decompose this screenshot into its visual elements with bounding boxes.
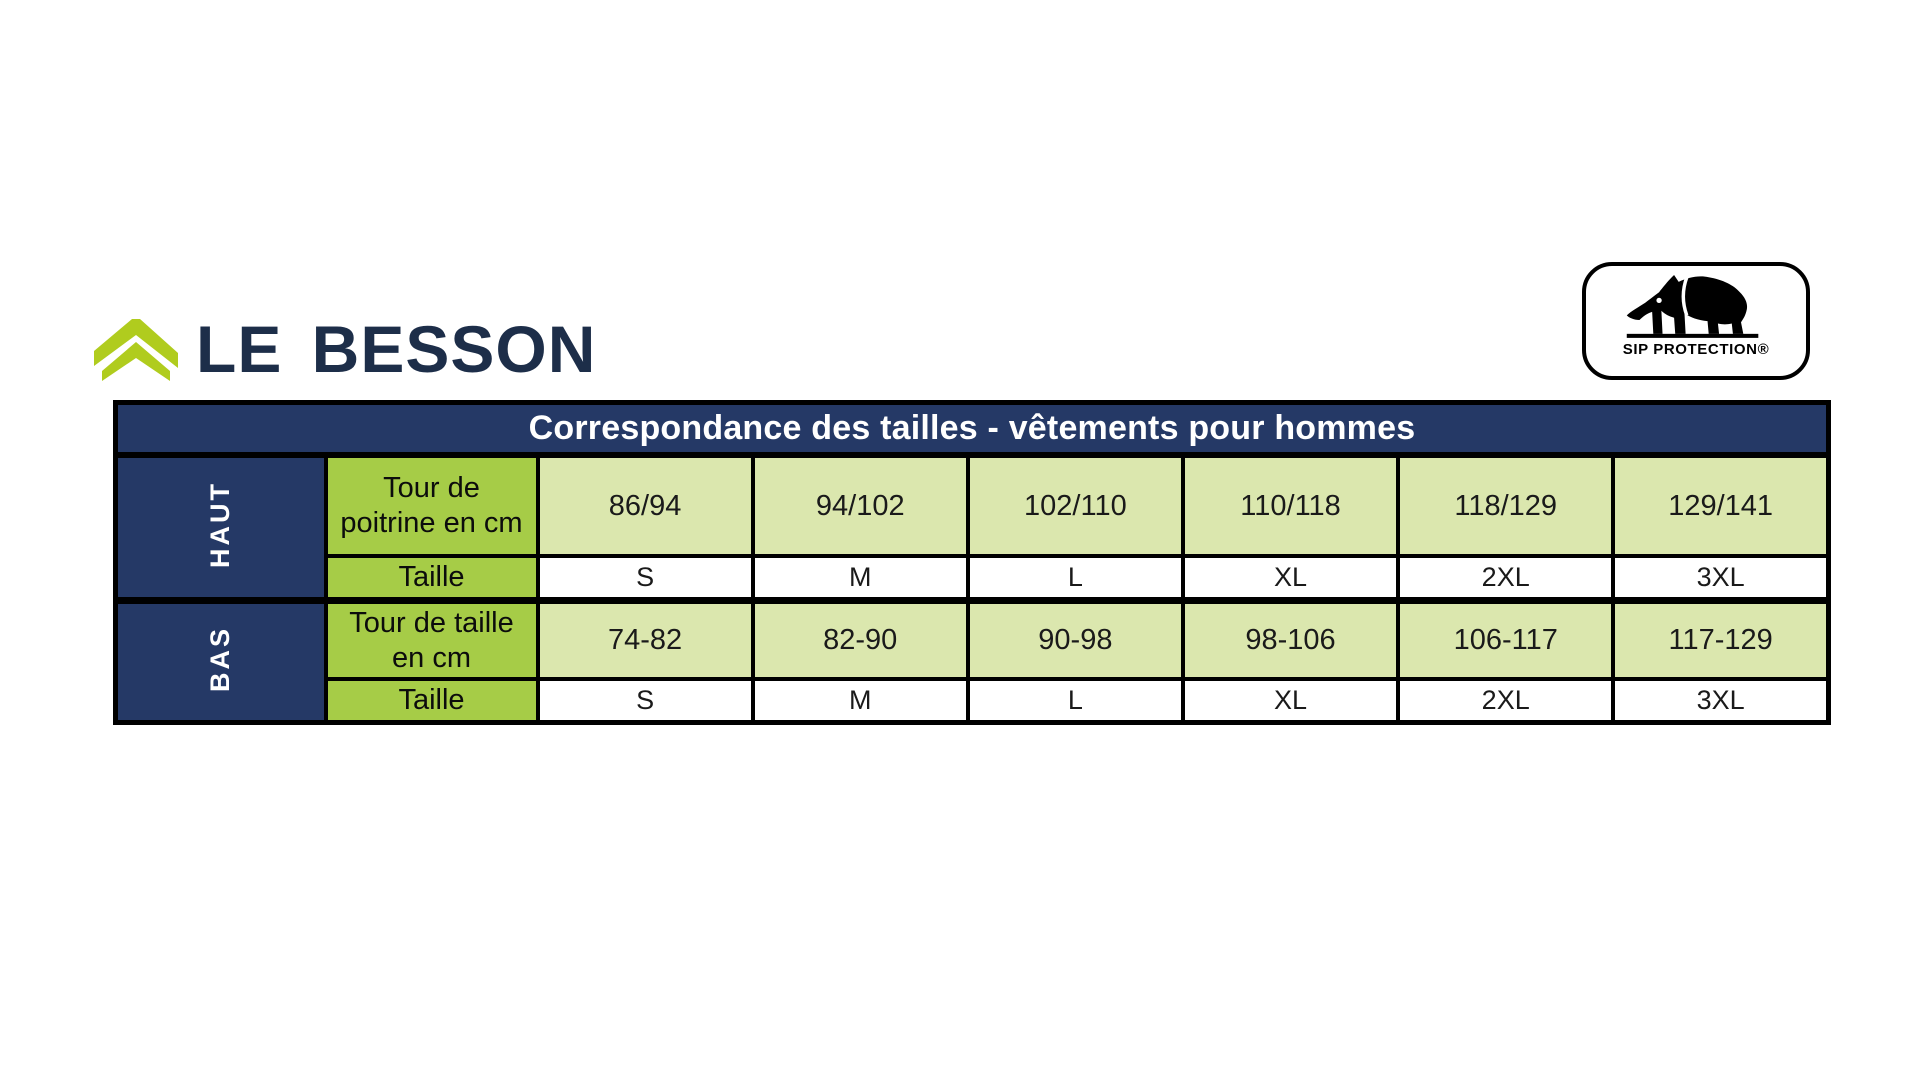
sip-protection-label: SIP PROTECTION® [1622, 341, 1770, 358]
haut-size-value: 3XL [1611, 553, 1831, 603]
haut-measure-value: 86/94 [535, 453, 755, 558]
section-header-haut: HAUT [113, 452, 328, 603]
sip-protection-logo: SIP PROTECTION® [1582, 262, 1810, 380]
haut-size-value: L [965, 553, 1185, 603]
haut-size-value: 2XL [1396, 553, 1616, 603]
bas-size-value: 3XL [1611, 677, 1831, 725]
haut-size-value: XL [1180, 553, 1401, 603]
bas-measure-value: 82-90 [750, 596, 970, 682]
bas-measure-value: 106-117 [1396, 596, 1616, 682]
rhino-icon [1626, 275, 1759, 338]
bas-size-value: M [750, 677, 970, 725]
bas-size-value: S [535, 677, 755, 725]
brand-chevrons-icon [94, 319, 178, 381]
haut-size-value: M [750, 553, 970, 603]
haut-measure-value: 102/110 [965, 453, 1185, 558]
brand-wordmark: LE BESSON [196, 312, 597, 386]
brand-logo: LE BESSON [88, 312, 597, 386]
haut-measure-value: 94/102 [750, 453, 970, 558]
bas-size-value: XL [1180, 677, 1401, 725]
haut-measure-row: HAUT Tour de poitrine en cm 86/94 94/102… [113, 452, 1831, 603]
table-title: Correspondance des tailles - vêtements p… [113, 400, 1831, 458]
bas-measure-value: 74-82 [535, 596, 755, 682]
bas-size-value: L [965, 677, 1185, 725]
haut-measure-value: 118/129 [1396, 453, 1616, 558]
section-header-bas: BAS [113, 596, 328, 725]
haut-size-row: Taille S M L XL 2XL 3XL [116, 553, 1831, 603]
bas-measure-label: Tour de taille en cm [323, 596, 540, 682]
bas-size-row: Taille S M L XL 2XL 3XL [116, 677, 1831, 725]
size-table: Correspondance des tailles - vêtements p… [113, 400, 1831, 726]
bas-measure-value: 117-129 [1611, 596, 1831, 682]
bas-size-value: 2XL [1396, 677, 1616, 725]
bas-measure-value: 98-106 [1180, 596, 1401, 682]
bas-label: BAS [205, 626, 236, 693]
haut-measure-value: 129/141 [1611, 453, 1831, 558]
haut-size-label: Taille [323, 553, 540, 603]
haut-measure-label: Tour de poitrine en cm [323, 453, 540, 558]
haut-measure-value: 110/118 [1180, 453, 1401, 558]
haut-size-value: S [535, 553, 755, 603]
haut-label: HAUT [205, 481, 236, 569]
bas-measure-row: BAS Tour de taille en cm 74-82 82-90 90-… [113, 596, 1831, 725]
bas-size-label: Taille [323, 677, 540, 725]
size-chart: Correspondance des tailles - vêtements p… [113, 400, 1831, 726]
table-title-row: Correspondance des tailles - vêtements p… [113, 400, 1831, 458]
bas-measure-value: 90-98 [965, 596, 1185, 682]
